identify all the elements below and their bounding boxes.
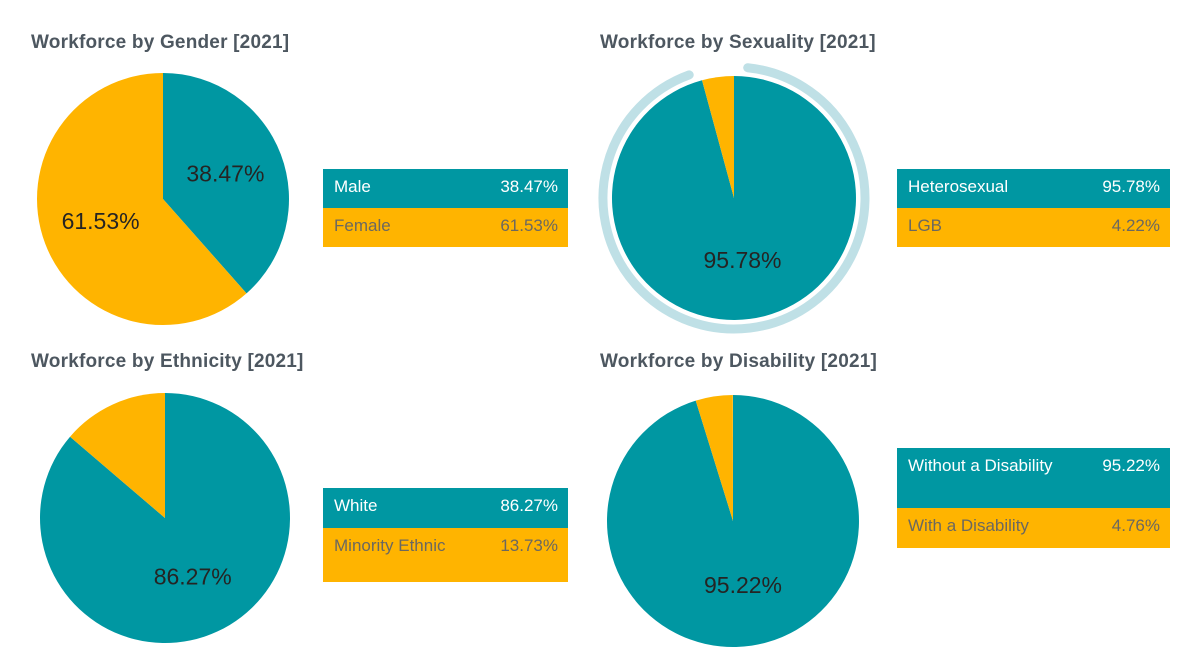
legend-value: 13.73% — [500, 536, 558, 555]
legend-label: With a Disability — [908, 516, 1029, 535]
legend-row-lgb[interactable]: LGB 4.22% — [897, 208, 1170, 247]
legend-value: 95.78% — [1102, 177, 1160, 196]
legend-label: Without a Disability — [908, 456, 1053, 475]
legend-label: Heterosexual — [908, 177, 1009, 196]
legend-label: Female — [334, 216, 391, 235]
pie-chart-gender: 38.47% 61.53% — [21, 57, 305, 341]
legend-value: 4.76% — [1111, 516, 1160, 535]
legend-label: Minority Ethnic — [334, 536, 446, 555]
legend-row-with-a-disability[interactable]: With a Disability 4.76% — [897, 508, 1170, 548]
legend-row-without-a-disability[interactable]: Without a Disability 95.22% — [897, 448, 1170, 508]
pie-slice-male[interactable] — [163, 73, 290, 294]
legend-label: Male — [334, 177, 371, 196]
pie-slice-with-a-disability[interactable] — [695, 395, 733, 521]
chart-title-sexuality: Workforce by Sexuality [2021] — [600, 32, 876, 53]
selection-halo-ring — [598, 63, 870, 334]
legend-value: 95.22% — [1102, 456, 1160, 475]
legend-ethnicity: White 86.27% Minority Ethnic 13.73% — [323, 488, 568, 582]
legend-sexuality: Heterosexual 95.78% LGB 4.22% — [897, 169, 1170, 247]
pie-data-label: 95.78% — [703, 247, 781, 273]
legend-value: 61.53% — [500, 216, 558, 235]
pie-slice-without-a-disability[interactable] — [606, 395, 859, 647]
legend-row-male[interactable]: Male 38.47% — [323, 169, 568, 208]
pie-chart-disability: 95.22% — [591, 379, 875, 663]
chart-title-disability: Workforce by Disability [2021] — [600, 351, 878, 372]
pie-slice-white[interactable] — [39, 393, 290, 643]
legend-value: 38.47% — [500, 177, 558, 196]
legend-disability: Without a Disability 95.22% With a Disabil… — [897, 448, 1170, 548]
pie-chart-ethnicity: 86.27% — [24, 377, 306, 659]
chart-title-gender: Workforce by Gender [2021] — [31, 32, 290, 53]
legend-label: White — [334, 496, 378, 515]
pie-slice-lgb[interactable] — [702, 76, 734, 198]
legend-value: 4.22% — [1111, 216, 1160, 235]
pie-data-label: 38.47% — [186, 160, 264, 186]
legend-gender: Male 38.47% Female 61.53% — [323, 169, 568, 247]
pie-chart-sexuality: 95.78% — [596, 60, 872, 336]
pie-slice-minority-ethnic[interactable] — [70, 393, 165, 518]
pie-slice-heterosexual[interactable] — [611, 76, 856, 320]
legend-row-female[interactable]: Female 61.53% — [323, 208, 568, 247]
pie-data-label: 61.53% — [62, 208, 140, 234]
legend-row-minority-ethnic[interactable]: Minority Ethnic 13.73% — [323, 528, 568, 582]
legend-row-white[interactable]: White 86.27% — [323, 488, 568, 528]
chart-title-ethnicity: Workforce by Ethnicity [2021] — [31, 351, 304, 372]
pie-data-label: 95.22% — [704, 572, 782, 598]
legend-label: LGB — [908, 216, 943, 235]
pie-data-label: 86.27% — [154, 563, 232, 589]
legend-value: 86.27% — [500, 496, 558, 515]
pie-slice-female[interactable] — [37, 73, 247, 325]
legend-row-heterosexual[interactable]: Heterosexual 95.78% — [897, 169, 1170, 208]
